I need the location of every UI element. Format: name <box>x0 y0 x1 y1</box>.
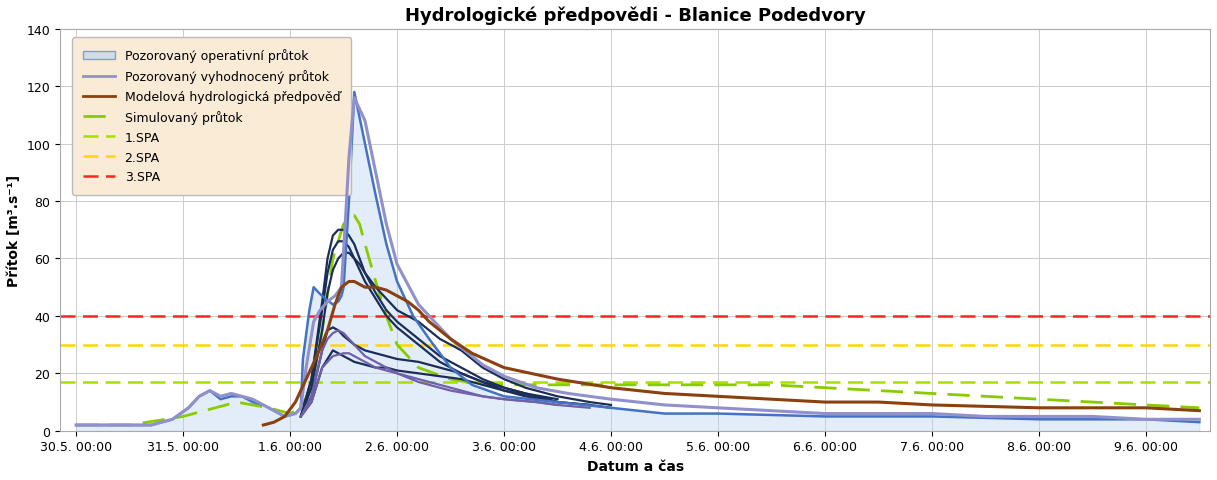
Legend: Pozorovaný operativní průtok, Pozorovaný vyhodnocený průtok, Modelová hydrologic: Pozorovaný operativní průtok, Pozorovaný… <box>72 38 352 195</box>
X-axis label: Datum a čas: Datum a čas <box>587 459 684 473</box>
Title: Hydrologické předpovědi - Blanice Podedvory: Hydrologické předpovědi - Blanice Podedv… <box>405 7 865 25</box>
Y-axis label: Přítok [m³.s⁻¹]: Přítok [m³.s⁻¹] <box>7 174 21 286</box>
